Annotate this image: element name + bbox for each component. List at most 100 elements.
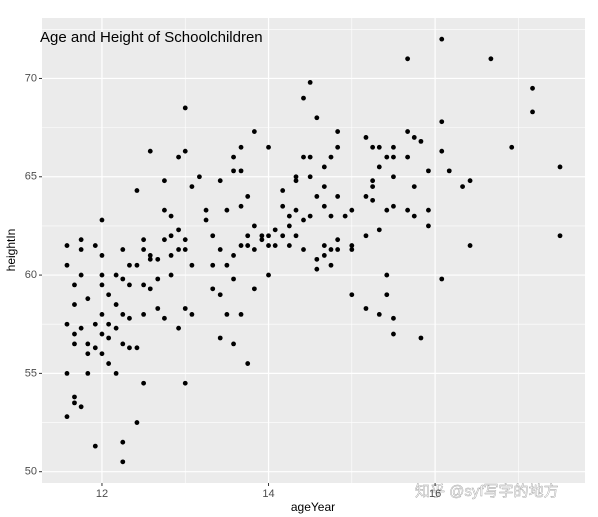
point (307, 154, 313, 160)
point (162, 207, 167, 213)
point (286, 243, 292, 248)
point (92, 443, 98, 449)
point (301, 95, 306, 101)
point (64, 262, 70, 268)
point (363, 306, 369, 311)
point (127, 315, 132, 321)
grid (42, 18, 585, 483)
point (162, 315, 167, 321)
y-tick-label: 60 (25, 269, 37, 281)
points (64, 36, 563, 465)
point (245, 194, 251, 199)
point (251, 247, 257, 252)
point (426, 207, 431, 213)
point (301, 217, 306, 223)
point (85, 296, 91, 302)
point (113, 302, 119, 307)
point (280, 188, 286, 193)
point (120, 276, 126, 282)
point (557, 233, 563, 239)
point (349, 243, 355, 248)
point (189, 312, 195, 317)
point (120, 312, 126, 317)
point (238, 243, 244, 248)
point (203, 207, 209, 213)
y-tick-label: 65 (25, 171, 37, 183)
point (162, 237, 167, 243)
point (120, 341, 126, 347)
point (231, 341, 236, 347)
point (189, 262, 195, 268)
point (182, 380, 188, 386)
x-tick-label: 14 (262, 488, 274, 500)
point (224, 207, 230, 213)
y-tick-label: 50 (25, 466, 37, 478)
point (210, 262, 216, 268)
point (78, 325, 84, 331)
point (99, 312, 105, 317)
point (217, 292, 223, 298)
point (376, 312, 382, 317)
point (376, 164, 382, 170)
point (141, 237, 147, 243)
point (557, 164, 563, 170)
point (328, 262, 334, 268)
point (155, 306, 161, 311)
point (224, 312, 230, 317)
point (405, 207, 411, 213)
point (106, 335, 112, 341)
point (286, 223, 292, 229)
point (106, 292, 112, 298)
point (72, 394, 77, 400)
point (176, 154, 181, 160)
point (78, 404, 84, 410)
point (127, 345, 132, 351)
point (376, 227, 382, 233)
point (134, 345, 140, 351)
point (182, 105, 188, 111)
point (147, 256, 153, 262)
point (127, 282, 132, 288)
point (411, 184, 417, 189)
point (321, 243, 327, 248)
point (210, 286, 216, 292)
point (238, 144, 244, 150)
point (391, 174, 396, 180)
y-axis-title: heightIn (4, 229, 18, 272)
point (370, 184, 376, 189)
point (245, 243, 251, 248)
point (245, 233, 251, 239)
point (460, 184, 465, 189)
point (272, 243, 278, 248)
point (259, 233, 265, 239)
point (99, 282, 105, 288)
point (286, 213, 292, 219)
point (439, 119, 445, 125)
point (147, 286, 153, 292)
point (106, 361, 112, 366)
point (64, 243, 70, 248)
point (266, 144, 271, 150)
point (391, 315, 396, 321)
point (147, 253, 153, 258)
point (162, 178, 167, 184)
point (342, 213, 348, 219)
point (134, 420, 140, 425)
point (307, 79, 313, 85)
point (120, 247, 126, 252)
point (113, 272, 119, 278)
point (85, 341, 91, 347)
point (391, 203, 396, 209)
point (127, 262, 132, 268)
point (335, 247, 341, 252)
point (266, 272, 271, 278)
point (335, 194, 341, 199)
point (321, 203, 327, 209)
point (99, 331, 105, 337)
point (266, 243, 271, 248)
point (141, 312, 147, 317)
point (72, 302, 77, 307)
point (384, 272, 390, 278)
point (314, 266, 320, 272)
point (72, 331, 77, 337)
